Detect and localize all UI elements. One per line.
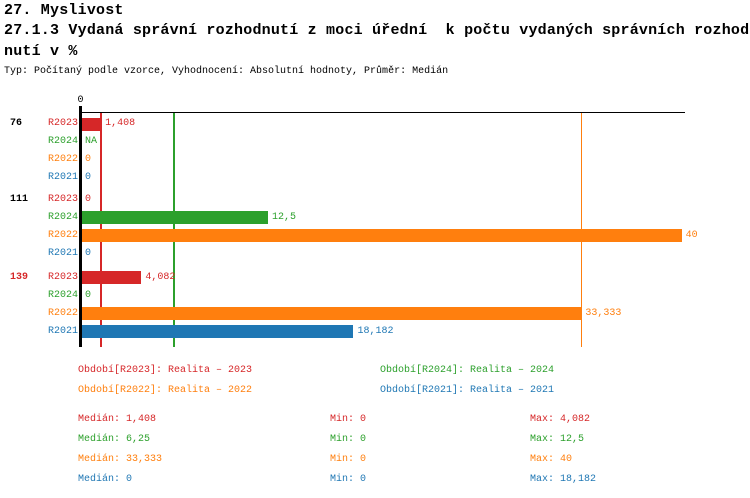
stat-min-R2023: Min: 0 [330,414,367,425]
stat-max-R2024: Max: 12,5 [530,434,585,445]
value-axis-line [79,111,685,113]
bar-R2023 [81,271,142,284]
stat-median-R2023: Medián: 1,408 [78,414,157,425]
row-label-R2022: R2022 [47,307,78,319]
value-label-R2023: 1,408 [105,118,136,129]
group-label: 139 [10,271,29,283]
chapter-title: 27. Myslivost [4,2,124,19]
value-label-R2021: 18,182 [357,325,394,337]
stat-min-R2022: Min: 0 [330,454,367,465]
row-label-R2022: R2022 [47,154,78,165]
value-label-R2024: 0 [85,289,92,301]
bar-R2022 [81,229,682,242]
row-label-R2023: R2023 [47,271,78,283]
stat-max-R2022: Max: 40 [530,454,573,465]
legend-item-R2022: Období[R2022]: Realita – 2022 [78,384,253,396]
legend-item-R2023: Období[R2023]: Realita – 2023 [78,365,253,376]
value-label-R2022: 0 [85,154,92,165]
value-label-R2023: 4,082 [145,271,176,283]
row-label-R2021: R2021 [47,247,78,259]
row-label-R2021: R2021 [47,172,78,183]
category-axis-line [79,106,82,347]
row-label-R2023: R2023 [47,193,78,205]
value-label-R2021: 0 [85,247,92,259]
value-label-R2023: 0 [85,193,92,205]
bar-R2022 [81,307,582,320]
legend-item-R2021: Období[R2021]: Realita – 2021 [380,384,555,396]
stat-max-R2023: Max: 4,082 [530,414,591,425]
value-label-R2022: 33,333 [585,307,622,319]
group-label: 111 [10,193,29,205]
indicator-meta: Typ: Počítaný podle vzorce, Vyhodnocení:… [4,66,449,77]
row-label-R2021: R2021 [47,325,78,337]
bar-R2021 [81,325,354,338]
legend-item-R2024: Období[R2024]: Realita – 2024 [380,365,555,376]
row-label-R2024: R2024 [47,211,78,223]
zero-tick-label: 0 [77,95,84,106]
row-label-R2023: R2023 [47,118,78,129]
group-label: 76 [10,118,23,129]
value-label-R2021: 0 [85,172,92,183]
value-label-R2024: NA [85,136,98,147]
stat-min-R2024: Min: 0 [330,434,367,445]
stat-median-R2024: Medián: 6,25 [78,434,151,445]
bar-R2024 [81,211,268,224]
indicator-title-line1: 27.1.3 Vydaná správní rozhodnutí z moci … [4,22,750,39]
value-label-R2022: 40 [685,229,698,241]
stat-median-R2022: Medián: 33,333 [78,454,163,465]
indicator-title-line2: nutí v % [4,43,78,60]
value-label-R2024: 12,5 [272,211,297,223]
stat-min-R2021: Min: 0 [330,474,367,485]
bar-R2023 [81,117,102,131]
stat-max-R2021: Max: 18,182 [530,474,597,485]
row-label-R2022: R2022 [47,229,78,241]
stat-median-R2021: Medián: 0 [78,474,133,485]
row-label-R2024: R2024 [47,289,78,301]
row-label-R2024: R2024 [47,136,78,147]
